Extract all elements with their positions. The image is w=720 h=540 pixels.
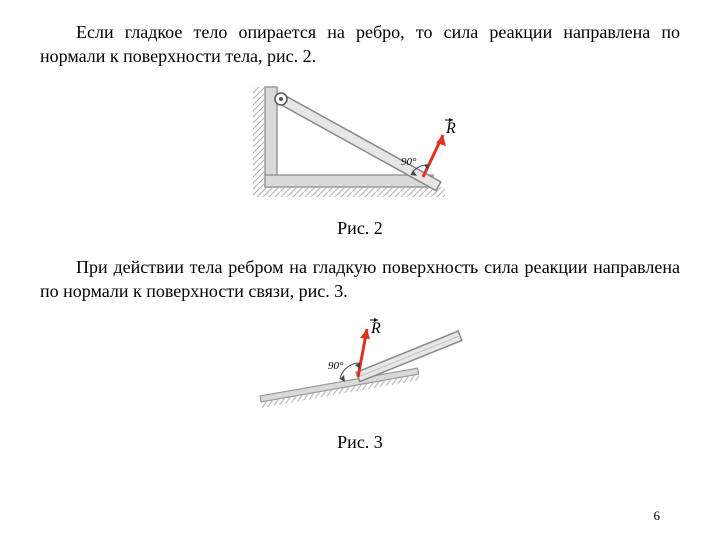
figure-1-caption: Рис. 2 <box>40 218 680 239</box>
svg-text:R: R <box>445 120 456 137</box>
svg-text:90°: 90° <box>401 156 417 168</box>
svg-text:R: R <box>370 320 381 337</box>
paragraph-2: При действии тела ребром на гладкую пове… <box>40 255 680 304</box>
figure-2: 90° R <box>40 311 680 426</box>
figure-1: 90° R <box>40 77 680 212</box>
svg-text:90°: 90° <box>328 360 344 372</box>
paragraph-1: Если гладкое тело опирается на ребро, то… <box>40 20 680 69</box>
figure-2-caption: Рис. 3 <box>40 432 680 453</box>
figure-1-svg: 90° R <box>245 77 475 207</box>
page-number: 6 <box>654 508 661 524</box>
figure-2-svg: 90° R <box>250 311 470 421</box>
